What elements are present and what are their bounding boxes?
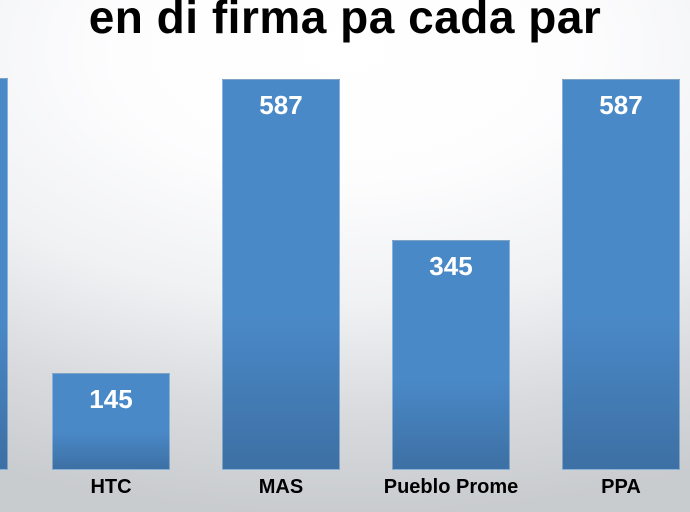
chart-stage: en di firma pa cada par 145 587 345 587 … — [0, 0, 690, 512]
category-label-mas: MAS — [206, 476, 356, 499]
plot-area: 145 587 345 587 — [0, 70, 690, 470]
bar-mas: 587 — [222, 79, 340, 470]
category-label-htc: HTC — [36, 476, 186, 499]
chart-title: en di firma pa cada par — [0, 0, 690, 44]
bar-pueblo-prome: 345 — [392, 240, 510, 470]
bar-value-ppa: 587 — [563, 90, 679, 121]
bar-htc: 145 — [52, 373, 170, 470]
bar-cropped-left — [0, 78, 8, 470]
x-axis-labels: HTC MAS Pueblo Prome PPA — [0, 470, 690, 512]
category-label-ppa: PPA — [546, 476, 690, 499]
bar-value-pueblo-prome: 345 — [393, 251, 509, 282]
category-label-pueblo-prome: Pueblo Prome — [376, 476, 526, 499]
bar-value-htc: 145 — [53, 384, 169, 415]
bar-value-mas: 587 — [223, 90, 339, 121]
bar-ppa: 587 — [562, 79, 680, 470]
